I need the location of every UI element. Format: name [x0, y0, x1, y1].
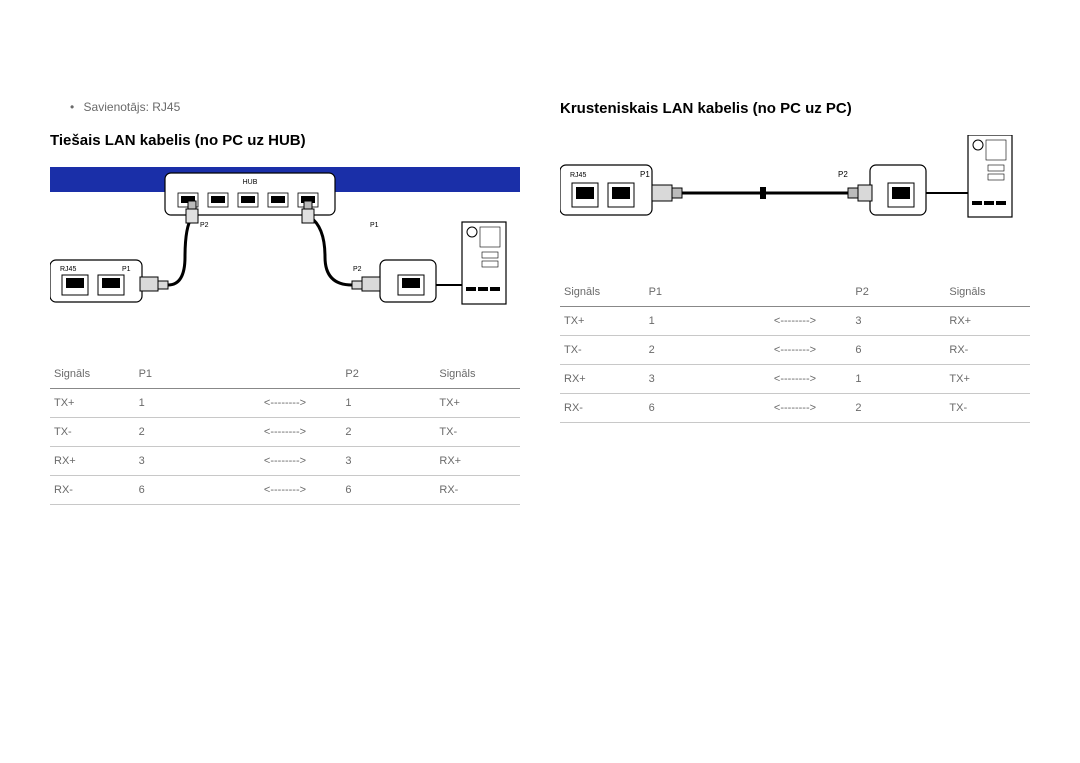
svg-text:RJ45: RJ45	[570, 172, 586, 179]
right-diagram: RJ45 P1 P2	[560, 135, 1030, 255]
svg-text:P1: P1	[640, 170, 650, 179]
left-diagram: HUB P2 P1 RJ45	[50, 167, 520, 337]
svg-text:P1: P1	[370, 222, 379, 229]
svg-text:P2: P2	[200, 222, 209, 229]
right-column: Krusteniskais LAN kabelis (no PC uz PC) …	[560, 100, 1030, 505]
left-column: Savienotājs: RJ45 Tiešais LAN kabelis (n…	[50, 100, 520, 505]
left-table: Signāls P1 P2 Signāls TX+1<-------->1TX+…	[50, 360, 520, 505]
right-title: Krusteniskais LAN kabelis (no PC uz PC)	[560, 100, 1030, 117]
connector-note: Savienotājs: RJ45	[50, 100, 520, 114]
svg-text:P1: P1	[122, 266, 131, 273]
svg-text:P2: P2	[838, 170, 848, 179]
svg-text:RJ45: RJ45	[60, 266, 76, 273]
left-title: Tiešais LAN kabelis (no PC uz HUB)	[50, 132, 520, 149]
svg-text:P2: P2	[353, 266, 362, 273]
svg-text:HUB: HUB	[243, 179, 258, 186]
right-table: Signāls P1 P2 Signāls TX+1<-------->3RX+…	[560, 278, 1030, 423]
